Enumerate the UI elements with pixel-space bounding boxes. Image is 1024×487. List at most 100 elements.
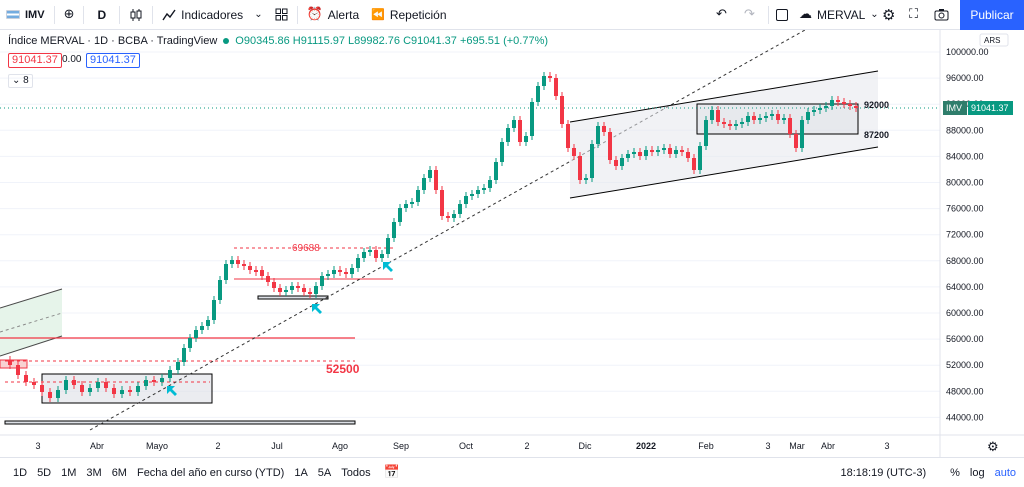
candle-down xyxy=(572,144,576,160)
range-button[interactable]: Todos xyxy=(341,466,371,479)
candle-up xyxy=(734,120,738,130)
candle-down xyxy=(32,378,36,389)
candle-down xyxy=(260,266,264,280)
candle-up xyxy=(380,250,384,262)
time-tick-label: Sep xyxy=(393,441,409,451)
range-button[interactable]: 5D xyxy=(37,466,52,479)
layouts-button[interactable] xyxy=(269,0,294,30)
symbol-label: IMV xyxy=(25,8,45,21)
auto-toggle[interactable]: auto xyxy=(994,467,1016,479)
range-button[interactable]: 5A xyxy=(317,466,332,479)
candle-up xyxy=(758,114,762,124)
buy-price-box[interactable]: 91041.37 xyxy=(86,53,140,68)
clock[interactable]: 18:18:19 (UTC-3) xyxy=(840,467,927,479)
settings-button[interactable]: ⚙ xyxy=(876,0,901,30)
candle-down xyxy=(272,278,276,292)
candle-up xyxy=(428,166,432,182)
currency-label: ARS xyxy=(984,36,1000,45)
right-channel-top xyxy=(569,70,879,123)
candle-down xyxy=(266,272,270,286)
calendar-range-icon[interactable]: 📅 xyxy=(383,465,400,480)
alarm-clock-icon: ⏰ xyxy=(306,7,323,22)
chart-canvas[interactable]: 100000.0096000.0092000.0088000.0084000.0… xyxy=(0,30,1024,457)
sell-price-box[interactable]: 91041.37 xyxy=(8,53,62,68)
last-symbol-badge xyxy=(943,101,967,115)
range-button[interactable]: 1A xyxy=(294,466,308,479)
undo-button[interactable]: ↶ xyxy=(710,0,733,30)
last-price-badge xyxy=(968,101,1013,115)
range-button[interactable]: 1D xyxy=(13,466,28,479)
candle-up xyxy=(470,190,474,200)
price-tick-label: 68000.00 xyxy=(946,256,984,266)
replay-label: Repetición xyxy=(389,7,447,22)
candle-down xyxy=(278,284,282,296)
candle-down xyxy=(104,378,108,392)
compare-symbol-button[interactable]: ⊕ xyxy=(58,0,81,30)
price-tick-label: 88000.00 xyxy=(946,125,984,135)
candle-down xyxy=(638,148,642,160)
redo-button[interactable]: ↷ xyxy=(738,0,761,30)
time-tick-label: 3 xyxy=(765,441,770,451)
status-dot xyxy=(223,38,230,44)
candle-up xyxy=(176,358,180,374)
rewind-icon: ⏪ xyxy=(371,8,385,21)
candle-down xyxy=(848,100,852,110)
buy-price: 91041.37 xyxy=(90,54,136,66)
candle-up xyxy=(620,154,624,170)
separator xyxy=(83,5,85,24)
candle-down xyxy=(794,130,798,152)
separator xyxy=(296,5,298,24)
candle-down xyxy=(728,120,732,130)
candle-down xyxy=(836,96,840,106)
candle-up xyxy=(64,376,68,394)
publish-button[interactable]: Publicar xyxy=(960,0,1024,30)
price-tick-label: 64000.00 xyxy=(946,282,984,292)
range-buttons: 1D 5D 1M 3M 6M Fecha del año en curso (YTD) 1A… xyxy=(0,467,376,479)
symbol-search[interactable]: IMV xyxy=(0,0,51,30)
snapshot-button[interactable] xyxy=(928,0,955,30)
candle-up xyxy=(524,132,528,146)
candle-up xyxy=(812,106,816,116)
candle-down xyxy=(560,92,564,128)
gear-icon[interactable]: ⚙ xyxy=(987,440,999,455)
cloud-icon: ☁ xyxy=(799,7,812,22)
candle-up xyxy=(764,112,768,122)
candle-up xyxy=(482,184,486,194)
alert-button[interactable]: ⏰ Alerta xyxy=(301,0,366,30)
candle-down xyxy=(236,256,240,268)
layout-menu[interactable]: ☁ MERVAL ⌄ xyxy=(770,0,885,30)
range-button[interactable]: 3M xyxy=(86,466,102,479)
label-87200: 87200 xyxy=(864,130,889,140)
candle-up xyxy=(596,122,600,148)
chart-type-button[interactable] xyxy=(123,0,149,30)
time-axis[interactable]: 3 Abr Mayo 2 Jul Ago Sep Oct 2 Dic 2022 Feb 3 Mar Abr 3 xyxy=(35,441,889,451)
candle-down xyxy=(752,112,756,124)
currency-button[interactable] xyxy=(979,33,1009,47)
log-toggle[interactable]: log xyxy=(969,467,985,479)
legend-title[interactable]: Índice MERVAL · 1D · BCBA · TradingView xyxy=(8,35,218,47)
percent-toggle[interactable]: % xyxy=(950,467,960,479)
candle-up xyxy=(632,148,636,158)
time-tick-label: 2 xyxy=(215,441,220,451)
candle-up xyxy=(404,200,408,212)
indicators-collapse-button[interactable]: ⌄ 8 xyxy=(8,74,33,88)
candle-up xyxy=(136,382,140,396)
candle-down xyxy=(308,288,312,298)
candle-up xyxy=(458,200,462,218)
candle-up xyxy=(368,246,372,256)
interval-button[interactable]: D xyxy=(87,0,116,30)
candlestick-icon xyxy=(130,8,142,21)
last-symbol-text: IMV xyxy=(946,103,962,113)
candle-up xyxy=(350,264,354,278)
range-button[interactable]: Fecha del año en curso (YTD) xyxy=(136,466,285,479)
range-button[interactable]: 6M xyxy=(111,466,127,479)
replay-button[interactable]: ⏪ Repetición xyxy=(365,0,452,30)
indicators-button[interactable]: Indicadores ⌄ xyxy=(156,0,268,30)
range-button[interactable]: 1M xyxy=(61,466,77,479)
candle-down xyxy=(548,72,552,82)
redo-icon: ↷ xyxy=(744,7,755,22)
candle-down xyxy=(716,106,720,126)
fullscreen-button[interactable]: ⛶ xyxy=(903,0,924,30)
candle-down xyxy=(446,212,450,222)
